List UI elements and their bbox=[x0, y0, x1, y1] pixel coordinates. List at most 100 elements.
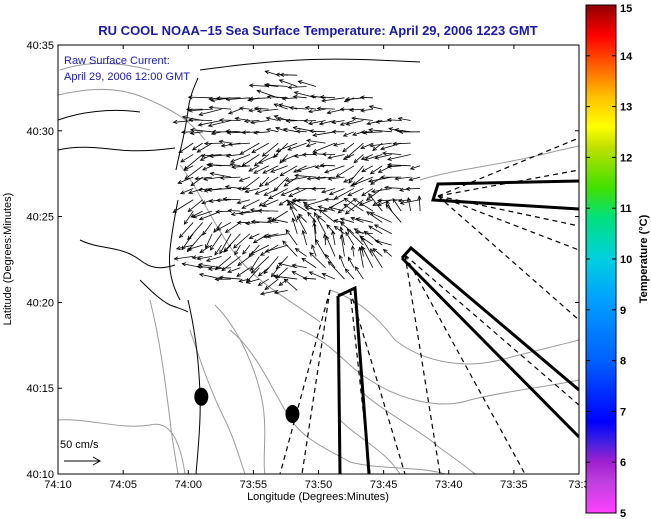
current-vector bbox=[406, 188, 421, 190]
current-vector bbox=[196, 142, 213, 153]
current-vector-head bbox=[360, 156, 366, 160]
current-vector bbox=[304, 120, 317, 122]
current-vector-head bbox=[362, 130, 368, 135]
current-vector-head bbox=[408, 177, 414, 182]
current-vector bbox=[352, 176, 364, 186]
current-vector bbox=[361, 154, 374, 160]
current-vector-head bbox=[248, 252, 253, 258]
current-vector-head bbox=[196, 256, 202, 261]
current-vector bbox=[350, 217, 364, 223]
current-vector-head bbox=[342, 132, 348, 137]
current-vector bbox=[258, 267, 270, 277]
current-vector bbox=[236, 267, 251, 277]
current-vector-head bbox=[350, 216, 356, 221]
current-vector-head bbox=[239, 150, 245, 155]
current-vector bbox=[370, 142, 392, 147]
current-vector bbox=[329, 206, 345, 212]
current-vector-head bbox=[249, 251, 255, 255]
current-vector-head bbox=[375, 119, 380, 124]
current-vector bbox=[383, 249, 393, 257]
current-vector bbox=[283, 128, 298, 133]
current-vector-head bbox=[386, 162, 392, 168]
current-vector bbox=[315, 165, 326, 168]
current-vector-head bbox=[197, 262, 203, 267]
current-vector-head bbox=[250, 219, 256, 224]
current-vector-head bbox=[355, 217, 361, 222]
radial-lines bbox=[279, 137, 579, 474]
current-vector-head bbox=[312, 148, 318, 153]
current-vector-head bbox=[351, 116, 356, 121]
current-vector-head bbox=[344, 268, 350, 273]
current-vector-head bbox=[191, 146, 197, 151]
current-vector bbox=[375, 240, 392, 246]
current-vector bbox=[242, 154, 260, 167]
current-vector bbox=[262, 165, 279, 174]
current-vector-head bbox=[287, 146, 292, 151]
current-vector bbox=[282, 154, 298, 162]
current-vector-head bbox=[376, 202, 382, 207]
current-vector bbox=[248, 244, 260, 258]
current-vector bbox=[267, 217, 288, 223]
current-vector-head bbox=[350, 182, 355, 187]
current-vector-head bbox=[218, 275, 224, 280]
current-vector-head bbox=[382, 248, 388, 254]
current-vector bbox=[188, 108, 213, 112]
current-vector-head bbox=[178, 233, 184, 239]
coastline-staten bbox=[58, 109, 141, 121]
current-vector-head bbox=[198, 111, 204, 117]
current-vector-head bbox=[337, 209, 343, 214]
current-vector bbox=[296, 215, 308, 234]
current-vector bbox=[253, 165, 270, 174]
current-vector-head bbox=[309, 129, 314, 134]
current-vector bbox=[377, 199, 392, 206]
current-vector bbox=[203, 176, 222, 180]
current-vector bbox=[343, 203, 355, 212]
current-vector-head bbox=[319, 94, 325, 100]
colorbar-tick-label: 12 bbox=[620, 152, 632, 164]
current-vector-head bbox=[342, 147, 347, 153]
colorbar-tick-label: 6 bbox=[620, 457, 626, 469]
current-vector-head bbox=[386, 156, 392, 161]
current-vector bbox=[387, 164, 411, 167]
current-vector bbox=[313, 222, 317, 246]
current-vector-head bbox=[220, 143, 226, 148]
current-vector bbox=[214, 244, 222, 256]
current-vector bbox=[181, 233, 194, 250]
current-vector-head bbox=[214, 277, 220, 282]
current-vector bbox=[384, 187, 402, 189]
current-vector bbox=[361, 246, 364, 257]
current-vector-head bbox=[210, 98, 215, 103]
current-vector-head bbox=[209, 171, 215, 176]
current-vector-head bbox=[181, 245, 186, 251]
current-vector bbox=[321, 188, 336, 193]
current-vector bbox=[288, 188, 307, 197]
current-vector-head bbox=[225, 153, 231, 158]
current-vector bbox=[242, 244, 251, 255]
current-vector-head bbox=[188, 117, 193, 123]
current-vector-head bbox=[293, 91, 299, 96]
bathymetry-contour bbox=[179, 164, 321, 323]
current-vector bbox=[347, 188, 364, 197]
current-vector bbox=[372, 248, 383, 257]
bathymetry-contour bbox=[58, 419, 186, 474]
current-vector-head bbox=[285, 228, 290, 234]
current-vector bbox=[244, 120, 260, 122]
current-vector-head bbox=[180, 158, 185, 163]
current-vector-head bbox=[262, 169, 268, 174]
x-axis: 74:10 74:05 74:00 73:55 73:50 73:45 73:40 73:35… bbox=[44, 45, 590, 491]
current-vector-head bbox=[199, 248, 205, 253]
current-vector-head bbox=[224, 184, 230, 190]
marker bbox=[285, 404, 300, 423]
current-vector bbox=[234, 244, 241, 255]
current-vector bbox=[296, 130, 307, 133]
current-vector bbox=[250, 244, 270, 255]
current-vector bbox=[410, 165, 421, 170]
current-vector bbox=[187, 222, 203, 240]
current-vector bbox=[268, 188, 288, 199]
current-vector bbox=[318, 206, 336, 212]
current-vector bbox=[253, 233, 270, 244]
bathymetry-contour bbox=[214, 304, 266, 474]
current-vector-head bbox=[366, 211, 371, 216]
current-vector-head bbox=[249, 208, 255, 213]
current-vector bbox=[216, 210, 232, 213]
